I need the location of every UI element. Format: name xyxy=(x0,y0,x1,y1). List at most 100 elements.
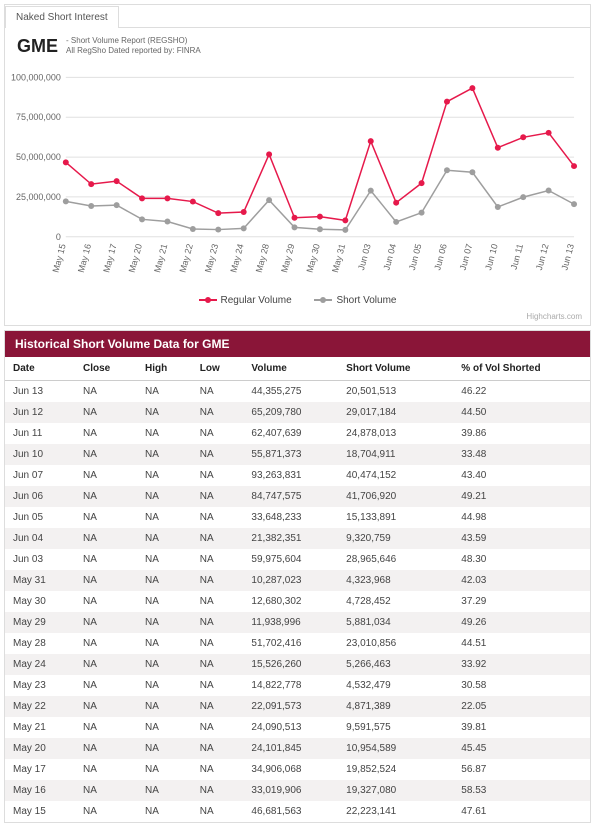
table-cell: NA xyxy=(192,507,244,528)
table-cell: 46.22 xyxy=(453,380,590,402)
ticker-symbol: GME xyxy=(17,36,58,57)
table-col-header[interactable]: Date xyxy=(5,357,75,381)
table-cell: NA xyxy=(137,696,192,717)
svg-text:May 24: May 24 xyxy=(228,243,245,274)
table-cell: NA xyxy=(137,633,192,654)
chart-panel: Naked Short Interest GME - Short Volume … xyxy=(4,4,591,326)
svg-text:May 28: May 28 xyxy=(254,243,271,274)
tab-naked-short[interactable]: Naked Short Interest xyxy=(5,6,119,28)
table-cell: 19,327,080 xyxy=(338,780,453,801)
table-col-header[interactable]: % of Vol Shorted xyxy=(453,357,590,381)
svg-text:Jun 05: Jun 05 xyxy=(407,243,424,272)
table-cell: 4,532,479 xyxy=(338,675,453,696)
table-cell: May 29 xyxy=(5,612,75,633)
table-col-header[interactable]: Close xyxy=(75,357,137,381)
table-cell: 44.50 xyxy=(453,402,590,423)
svg-text:May 16: May 16 xyxy=(76,243,93,274)
table-cell: 43.59 xyxy=(453,528,590,549)
table-row: May 23NANANA14,822,7784,532,47930.58 xyxy=(5,675,590,696)
svg-text:May 29: May 29 xyxy=(279,243,296,274)
table-cell: NA xyxy=(192,465,244,486)
table-cell: 48.30 xyxy=(453,549,590,570)
table-cell: 49.26 xyxy=(453,612,590,633)
table-col-header[interactable]: Short Volume xyxy=(338,357,453,381)
table-cell: 15,133,891 xyxy=(338,507,453,528)
table-cell: Jun 12 xyxy=(5,402,75,423)
table-cell: NA xyxy=(137,717,192,738)
table-cell: 9,591,575 xyxy=(338,717,453,738)
table-cell: 18,704,911 xyxy=(338,444,453,465)
subtitle-line2: All RegSho Dated reported by: FINRA xyxy=(66,46,201,56)
table-cell: 4,871,389 xyxy=(338,696,453,717)
table-row: May 30NANANA12,680,3024,728,45237.29 xyxy=(5,591,590,612)
svg-text:Jun 10: Jun 10 xyxy=(483,243,500,272)
table-cell: NA xyxy=(75,738,137,759)
table-cell: 34,906,068 xyxy=(243,759,338,780)
table-cell: 93,263,831 xyxy=(243,465,338,486)
table-cell: 42.03 xyxy=(453,570,590,591)
table-cell: NA xyxy=(192,759,244,780)
table-cell: NA xyxy=(192,801,244,822)
table-cell: 33,648,233 xyxy=(243,507,338,528)
table-cell: NA xyxy=(137,780,192,801)
table-cell: 84,747,575 xyxy=(243,486,338,507)
table-cell: NA xyxy=(75,801,137,822)
table-cell: 41,706,920 xyxy=(338,486,453,507)
svg-text:Jun 13: Jun 13 xyxy=(559,243,576,272)
table-cell: NA xyxy=(192,612,244,633)
table-cell: Jun 13 xyxy=(5,380,75,402)
legend-regular[interactable]: Regular Volume xyxy=(199,295,292,306)
table-cell: NA xyxy=(75,423,137,444)
subtitle: - Short Volume Report (REGSHO) All RegSh… xyxy=(66,36,201,57)
table-cell: 45.45 xyxy=(453,738,590,759)
chart-legend: Regular Volume Short Volume xyxy=(5,289,590,312)
table-cell: NA xyxy=(75,696,137,717)
table-cell: May 24 xyxy=(5,654,75,675)
table-cell: May 16 xyxy=(5,780,75,801)
table-row: Jun 04NANANA21,382,3519,320,75943.59 xyxy=(5,528,590,549)
table-col-header[interactable]: Volume xyxy=(243,357,338,381)
svg-text:Jun 06: Jun 06 xyxy=(432,243,449,272)
table-col-header[interactable]: High xyxy=(137,357,192,381)
chart-credit[interactable]: Highcharts.com xyxy=(5,312,590,325)
table-cell: NA xyxy=(75,570,137,591)
table-cell: NA xyxy=(137,675,192,696)
table-cell: 4,728,452 xyxy=(338,591,453,612)
table-cell: NA xyxy=(137,591,192,612)
table-cell: NA xyxy=(192,444,244,465)
table-cell: 47.61 xyxy=(453,801,590,822)
table-row: May 17NANANA34,906,06819,852,52456.87 xyxy=(5,759,590,780)
table-cell: May 31 xyxy=(5,570,75,591)
table-row: May 24NANANA15,526,2605,266,46333.92 xyxy=(5,654,590,675)
table-cell: May 30 xyxy=(5,591,75,612)
table-cell: NA xyxy=(75,528,137,549)
table-row: May 15NANANA46,681,56322,223,14147.61 xyxy=(5,801,590,822)
table-cell: 4,323,968 xyxy=(338,570,453,591)
table-cell: 65,209,780 xyxy=(243,402,338,423)
table-cell: 14,822,778 xyxy=(243,675,338,696)
table-cell: NA xyxy=(137,402,192,423)
table-cell: NA xyxy=(75,633,137,654)
table-cell: NA xyxy=(192,633,244,654)
table-cell: NA xyxy=(75,402,137,423)
table-cell: 39.86 xyxy=(453,423,590,444)
table-cell: NA xyxy=(137,465,192,486)
table-cell: Jun 11 xyxy=(5,423,75,444)
table-cell: 59,975,604 xyxy=(243,549,338,570)
table-col-header[interactable]: Low xyxy=(192,357,244,381)
svg-text:May 20: May 20 xyxy=(127,243,144,274)
table-cell: 37.29 xyxy=(453,591,590,612)
table-cell: NA xyxy=(192,654,244,675)
table-cell: NA xyxy=(137,738,192,759)
table-row: Jun 07NANANA93,263,83140,474,15243.40 xyxy=(5,465,590,486)
table-cell: 33.48 xyxy=(453,444,590,465)
table-row: May 16NANANA33,019,90619,327,08058.53 xyxy=(5,780,590,801)
table-row: May 28NANANA51,702,41623,010,85644.51 xyxy=(5,633,590,654)
table-cell: 11,938,996 xyxy=(243,612,338,633)
table-cell: NA xyxy=(192,380,244,402)
table-cell: 24,101,845 xyxy=(243,738,338,759)
table-cell: May 22 xyxy=(5,696,75,717)
table-cell: 22,223,141 xyxy=(338,801,453,822)
historical-table: DateCloseHighLowVolumeShort Volume% of V… xyxy=(5,357,590,822)
legend-short[interactable]: Short Volume xyxy=(314,295,396,306)
